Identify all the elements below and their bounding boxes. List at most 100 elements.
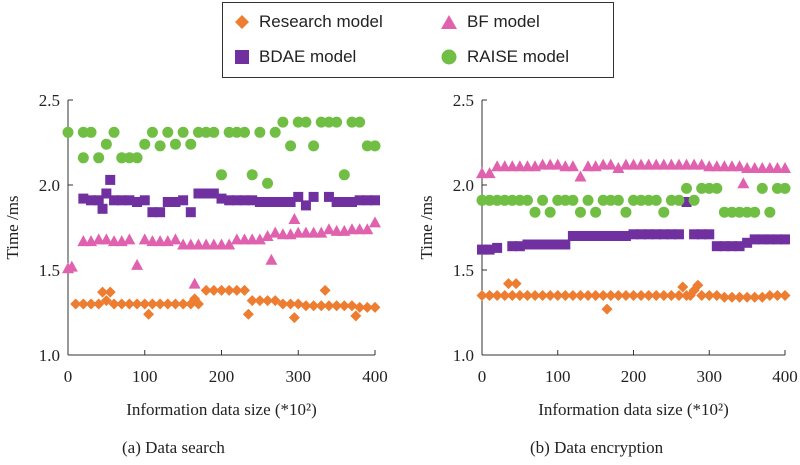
data-point-raise-model	[544, 206, 556, 218]
data-point-bf-model	[741, 162, 754, 173]
data-point-bf-model	[665, 158, 678, 170]
data-point-bdae-model	[764, 234, 775, 245]
data-point-research-model	[734, 291, 746, 303]
data-point-bdae-model	[545, 239, 556, 250]
data-point-bf-model	[680, 158, 693, 170]
data-point-raise-model	[315, 116, 327, 128]
data-point-raise-model	[620, 206, 632, 218]
data-point-raise-model	[665, 194, 677, 206]
data-point-bf-model	[177, 238, 190, 250]
data-point-research-model	[216, 284, 227, 296]
data-point-research-model	[726, 291, 738, 303]
series-bdae-model	[477, 197, 790, 255]
data-point-raise-model	[499, 194, 511, 206]
data-point-bf-model	[763, 162, 776, 173]
data-point-raise-model	[369, 140, 381, 152]
data-point-raise-model	[650, 194, 662, 206]
data-point-raise-model	[308, 140, 320, 152]
data-point-research-model	[154, 298, 166, 310]
data-point-raise-model	[108, 126, 120, 138]
data-point-bdae-model	[749, 234, 760, 245]
data-point-bdae-model	[162, 197, 173, 207]
data-point-bdae-model	[231, 195, 242, 206]
data-point-bdae-model	[300, 200, 311, 211]
data-point-raise-model	[590, 206, 602, 218]
data-point-research-model	[104, 286, 116, 298]
data-point-bf-model	[627, 158, 640, 170]
data-point-bdae-model	[704, 229, 715, 240]
data-point-raise-model	[139, 138, 151, 150]
data-point-raise-model	[741, 206, 753, 218]
data-point-bf-model	[77, 235, 90, 247]
data-point-bdae-model	[293, 191, 304, 202]
data-point-bf-model	[483, 167, 496, 179]
data-point-raise-model	[216, 169, 227, 181]
data-point-raise-model	[200, 126, 212, 138]
chart-panel-data-encryption: 1.0 1.5 2.0 2.5 0 100 200 300 400 Information dat…	[417, 91, 798, 419]
data-point-raise-model	[285, 140, 297, 152]
data-point-research-model	[601, 303, 613, 315]
x-axis-label: Information data size (*10²)	[538, 400, 729, 419]
data-point-research-model	[658, 290, 670, 301]
data-point-raise-model	[231, 126, 243, 138]
data-point-bdae-model	[170, 197, 181, 207]
data-point-research-model	[131, 298, 143, 310]
y-tick-label: 2.5	[453, 91, 474, 110]
data-point-bf-model	[756, 162, 769, 173]
data-point-research-model	[70, 298, 82, 310]
data-point-bf-model	[123, 233, 136, 245]
data-point-bf-model	[100, 233, 113, 245]
data-point-raise-model	[162, 126, 174, 138]
x-tick-label: 200	[621, 367, 647, 386]
data-point-bf-model	[369, 216, 381, 228]
data-point-research-model	[262, 295, 274, 307]
data-point-bf-model	[188, 277, 201, 289]
data-point-research-model	[162, 298, 174, 310]
data-point-bf-model	[192, 238, 205, 250]
data-point-bdae-model	[530, 239, 541, 250]
data-point-bf-model	[92, 233, 105, 245]
data-point-research-model	[476, 290, 488, 301]
data-point-bdae-model	[86, 195, 97, 206]
legend-label-raise: RAISE model	[467, 47, 570, 66]
series-bf-model	[62, 213, 381, 289]
data-point-bdae-model	[560, 239, 571, 250]
data-point-raise-model	[574, 206, 586, 218]
data-point-bdae-model	[477, 244, 487, 255]
data-point-bdae-model	[567, 231, 578, 241]
data-point-bdae-model	[124, 195, 135, 206]
data-point-bf-model	[246, 233, 259, 245]
chart-panel-data-search: 1.0 1.5 2.0 2.5 0 100 200 300 400 Information dat…	[3, 91, 388, 419]
data-point-research-model	[208, 284, 220, 296]
data-point-bdae-model	[97, 203, 108, 214]
data-point-raise-model	[764, 206, 776, 218]
data-point-bdae-model	[605, 231, 616, 241]
y-tick-label: 2.5	[39, 91, 60, 110]
data-point-bdae-model	[346, 197, 357, 207]
data-point-research-model	[116, 298, 128, 310]
data-point-research-model	[254, 295, 266, 307]
data-point-bf-model	[476, 167, 488, 179]
data-point-raise-model	[239, 126, 251, 138]
data-point-research-model	[567, 290, 579, 301]
data-point-bdae-model	[193, 188, 204, 199]
data-point-bdae-model	[719, 241, 730, 252]
data-point-research-model	[643, 290, 655, 301]
data-point-bf-model	[748, 162, 761, 173]
data-point-bdae-model	[613, 231, 624, 241]
data-point-research-model	[350, 310, 362, 322]
data-point-raise-model	[131, 152, 143, 164]
data-point-bdae-model	[575, 231, 586, 241]
data-point-raise-model	[567, 194, 579, 206]
y-tick-label: 2.0	[39, 176, 60, 195]
data-point-raise-model	[628, 194, 639, 206]
data-point-bf-model	[491, 160, 504, 172]
data-point-bdae-model	[285, 197, 296, 207]
data-point-research-model	[650, 290, 662, 301]
data-point-research-model	[559, 290, 571, 301]
data-point-bf-model	[559, 160, 572, 172]
triangle-marker-icon	[441, 15, 457, 29]
data-point-raise-model	[696, 182, 708, 194]
data-point-bf-model	[506, 160, 519, 172]
data-point-raise-model	[146, 126, 158, 138]
